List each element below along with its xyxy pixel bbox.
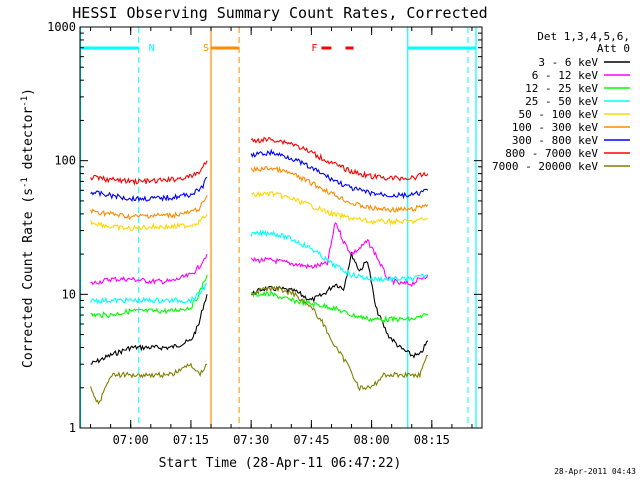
series-800-7000-kev-line bbox=[90, 160, 208, 186]
y-axis-label-end: ) bbox=[21, 88, 36, 96]
series-3-6-kev-line bbox=[250, 251, 429, 359]
flag-f-label: F bbox=[311, 43, 317, 54]
series-100-300-kev-line bbox=[250, 165, 429, 213]
legend-label-3-6-kev: 3 - 6 keV bbox=[538, 56, 598, 69]
series-3-6-kev-line bbox=[90, 294, 208, 365]
y-tick-label: 1000 bbox=[47, 20, 76, 34]
legend-label-6-12-kev: 6 - 12 keV bbox=[532, 69, 599, 82]
series-100-300-kev-line bbox=[90, 195, 208, 221]
series-6-12-kev-line bbox=[90, 253, 208, 286]
x-tick-label: 07:45 bbox=[293, 433, 329, 447]
flag-n-label: N bbox=[149, 43, 155, 54]
series-800-7000-kev-line bbox=[250, 136, 429, 182]
y-axis-label-main: Corrected Count Rate (s bbox=[21, 188, 36, 368]
series-300-800-kev-line bbox=[250, 148, 429, 200]
x-tick-label: 08:15 bbox=[414, 433, 450, 447]
legend-label-800-7000-kev: 800 - 7000 keV bbox=[505, 147, 598, 160]
x-tick-label: 07:15 bbox=[173, 433, 209, 447]
x-axis-label: Start Time (28-Apr-11 06:47:22) bbox=[159, 456, 402, 471]
y-axis-label-mid: detector bbox=[21, 107, 36, 178]
series-layer bbox=[90, 136, 429, 406]
plot-area: N S F 07:00 07:15 07:30 07:45 08:00 08:15 1 10 100… bbox=[47, 20, 483, 447]
series-7000-20000-kev-line bbox=[251, 285, 428, 392]
series-50-100-kev-line bbox=[250, 190, 429, 226]
legend-label-100-300-kev: 100 - 300 keV bbox=[512, 121, 598, 134]
legend-label-12-25-kev: 12 - 25 keV bbox=[525, 82, 598, 95]
legend-label-7000-20000-kev: 7000 - 20000 keV bbox=[492, 160, 598, 173]
series-300-800-kev-line bbox=[90, 176, 208, 203]
x-tick-label: 08:00 bbox=[354, 433, 390, 447]
footer-timestamp: 28-Apr-2011 04:43 bbox=[554, 467, 636, 476]
series-25-50-kev-line bbox=[250, 229, 428, 283]
legend-header-line2: Att 0 bbox=[597, 42, 630, 55]
y-tick-label: 1 bbox=[69, 421, 76, 435]
series-50-100-kev-line bbox=[90, 213, 208, 232]
series-12-25-kev-line bbox=[90, 274, 208, 319]
y-axis-label: Corrected Count Rate (s-1 detector-1) bbox=[20, 88, 36, 368]
flag-s-label: S bbox=[203, 43, 209, 54]
y-axis-label-sup1: -1 bbox=[20, 177, 30, 188]
axis-layer: 07:00 07:15 07:30 07:45 08:00 08:15 1 10 100 1000 bbox=[47, 20, 482, 447]
x-tick-label: 07:30 bbox=[233, 433, 269, 447]
plot-frame bbox=[79, 26, 483, 429]
legend-label-25-50-kev: 25 - 50 keV bbox=[525, 95, 598, 108]
x-tick-label: 07:00 bbox=[113, 433, 149, 447]
y-tick-label: 100 bbox=[54, 154, 76, 168]
chart-title: HESSI Observing Summary Count Rates, Cor… bbox=[72, 4, 487, 22]
y-axis-label-sup2: -1 bbox=[20, 96, 30, 107]
legend-label-300-800-kev: 300 - 800 keV bbox=[512, 134, 598, 147]
y-tick-label: 10 bbox=[62, 287, 76, 301]
legend-label-50-100-kev: 50 - 100 keV bbox=[519, 108, 599, 121]
series-25-50-kev-line bbox=[90, 283, 208, 305]
series-12-25-kev-line bbox=[250, 290, 429, 323]
series-6-12-kev-line bbox=[250, 222, 429, 288]
legend-header-line1: Det 1,3,4,5,6, bbox=[537, 30, 630, 43]
series-7000-20000-kev-line bbox=[90, 362, 208, 406]
